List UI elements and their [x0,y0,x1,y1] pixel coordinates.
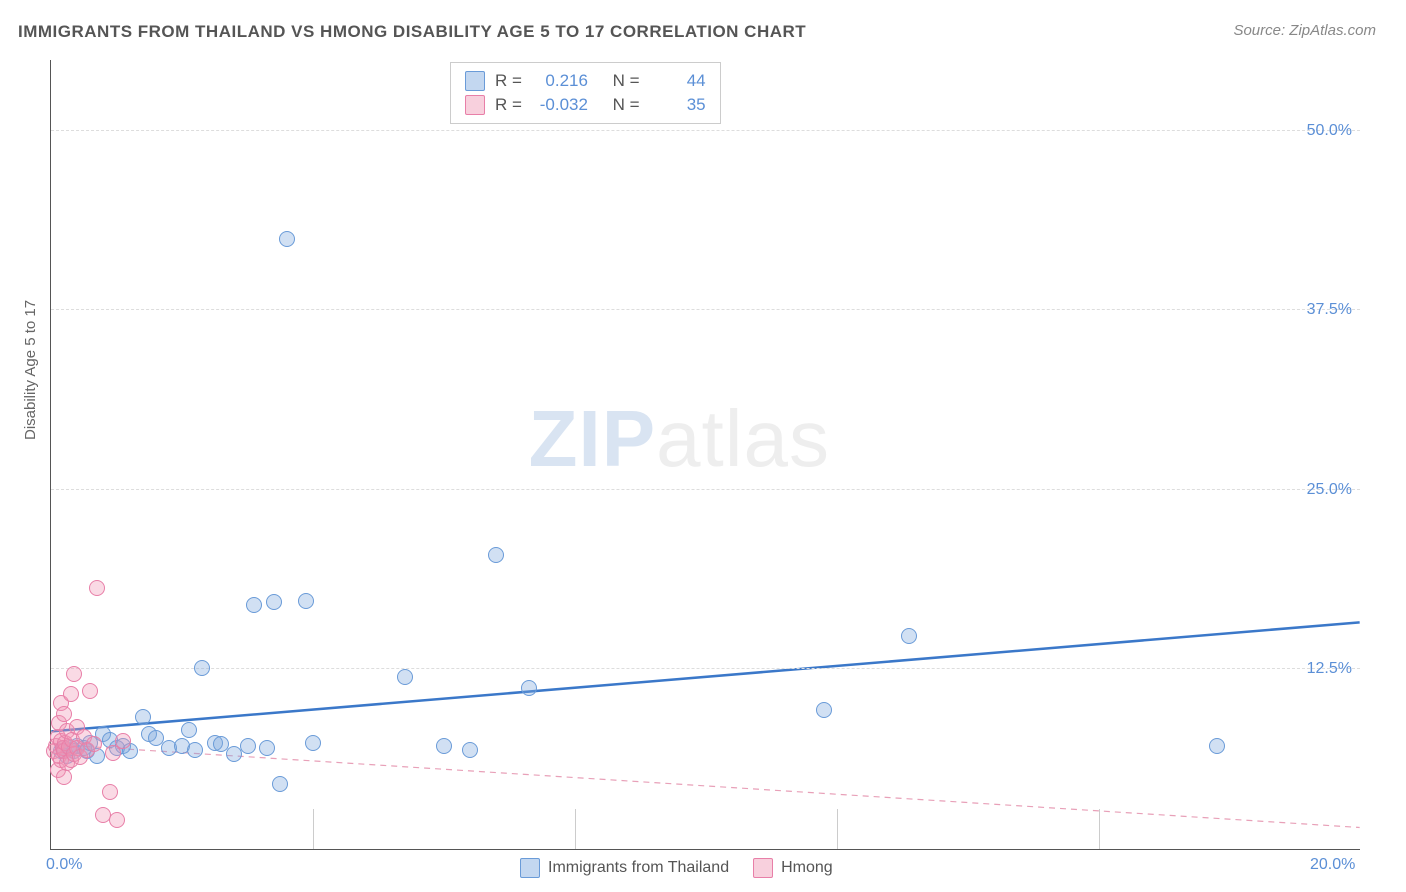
plot-area: ZIPatlas 12.5% 25.0% 37.5% 50.0% [50,60,1360,850]
gridline-h [51,309,1360,310]
point-hmong [63,686,79,702]
n-label: N = [613,93,640,117]
point-hmong [56,769,72,785]
point-hmong [102,784,118,800]
gridline-v [837,809,838,849]
point-hmong [86,736,102,752]
gridline-h [51,489,1360,490]
legend-label: Immigrants from Thailand [548,859,729,877]
r-value-thailand: 0.216 [532,69,588,93]
gridline-v [1099,809,1100,849]
point-thailand [488,547,504,563]
y-tick-label: 50.0% [1307,122,1352,140]
chart-title: IMMIGRANTS FROM THAILAND VS HMONG DISABI… [18,22,806,42]
gridline-h [51,668,1360,669]
point-thailand [305,735,321,751]
y-tick-label: 12.5% [1307,660,1352,678]
point-hmong [109,812,125,828]
r-value-hmong: -0.032 [532,93,588,117]
x-tick-label: 20.0% [1310,856,1355,874]
swatch-blue-icon [520,858,540,878]
swatch-pink-icon [465,95,485,115]
n-value-thailand: 44 [650,69,706,93]
point-hmong [66,666,82,682]
point-hmong [89,580,105,596]
series-legend: Immigrants from Thailand Hmong [520,858,833,878]
r-label: R = [495,69,522,93]
point-hmong [56,706,72,722]
correlation-legend: R = 0.216 N = 44 R = -0.032 N = 35 [450,62,721,124]
trend-lines [51,60,1360,849]
point-thailand [187,742,203,758]
legend-label: Hmong [781,859,833,877]
point-thailand [194,660,210,676]
trend-line [51,622,1359,731]
gridline-v [575,809,576,849]
point-thailand [272,776,288,792]
point-hmong [82,683,98,699]
point-hmong [115,733,131,749]
gridline-h [51,130,1360,131]
n-value-hmong: 35 [650,93,706,117]
point-thailand [462,742,478,758]
legend-row-thailand: R = 0.216 N = 44 [465,69,706,93]
y-tick-label: 37.5% [1307,301,1352,319]
point-thailand [816,702,832,718]
point-thailand [135,709,151,725]
x-tick-label: 0.0% [46,856,82,874]
watermark: ZIPatlas [529,393,830,485]
point-thailand [240,738,256,754]
point-thailand [298,593,314,609]
swatch-pink-icon [753,858,773,878]
trend-line [51,744,1359,827]
r-label: R = [495,93,522,117]
point-thailand [521,680,537,696]
legend-item-thailand: Immigrants from Thailand [520,858,729,878]
point-thailand [1209,738,1225,754]
gridline-v [313,809,314,849]
point-thailand [246,597,262,613]
point-thailand [181,722,197,738]
point-thailand [901,628,917,644]
point-thailand [259,740,275,756]
legend-row-hmong: R = -0.032 N = 35 [465,93,706,117]
point-thailand [397,669,413,685]
y-axis-label: Disability Age 5 to 17 [22,300,39,440]
source-attribution: Source: ZipAtlas.com [1233,22,1376,39]
y-tick-label: 25.0% [1307,481,1352,499]
point-thailand [279,231,295,247]
swatch-blue-icon [465,71,485,91]
legend-item-hmong: Hmong [753,858,833,878]
n-label: N = [613,69,640,93]
point-thailand [436,738,452,754]
point-thailand [266,594,282,610]
